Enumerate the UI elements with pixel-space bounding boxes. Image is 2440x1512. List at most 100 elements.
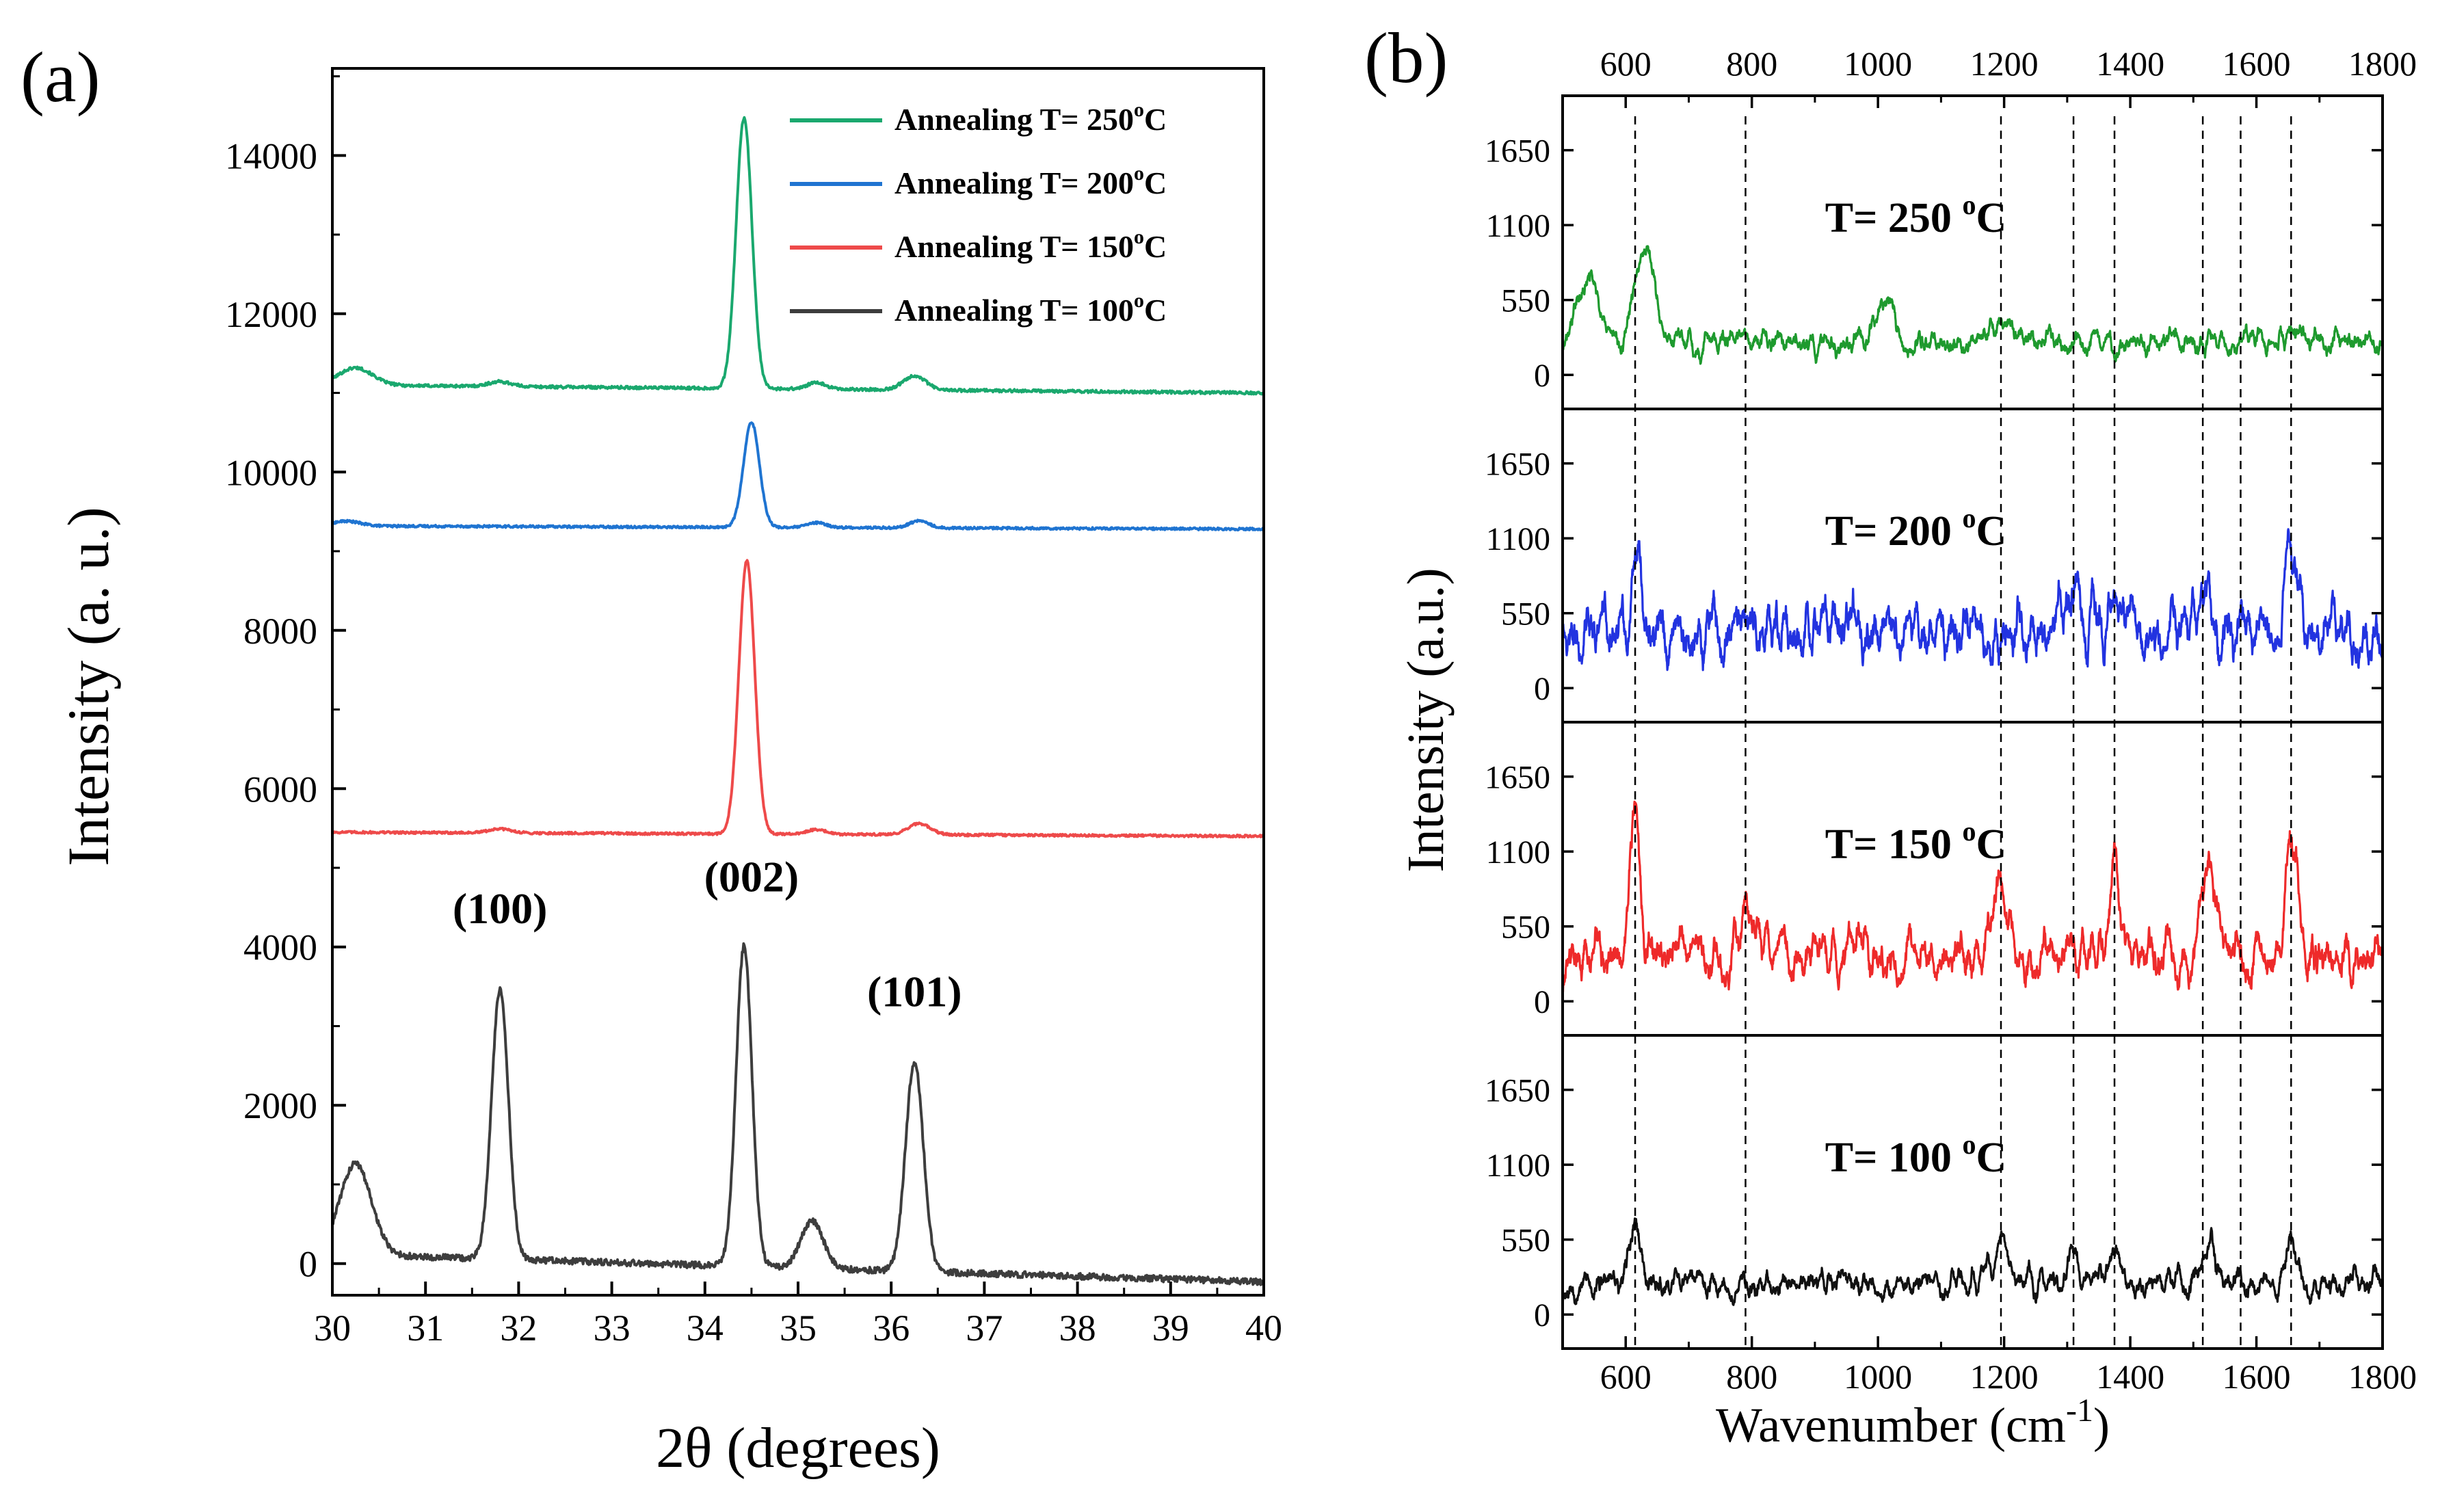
raman-top-tick-label: 1200	[1970, 44, 2039, 83]
raman-y-tick-label: 1100	[1486, 834, 1550, 871]
raman-y-tick-label: 0	[1534, 1297, 1550, 1334]
raman-label-unit: C	[1976, 1135, 2006, 1181]
raman-top-tick-label: 1400	[2096, 44, 2164, 83]
raman-label-sup: o	[1962, 1129, 1976, 1160]
legend-unit: C	[1144, 102, 1167, 137]
peak-annotation: (101)	[867, 968, 962, 1016]
legend-label-text: Annealing T= 100	[894, 293, 1134, 328]
legend-degree-sup: o	[1134, 226, 1144, 248]
xrd-panel: (a) 30 31 32 33 34 35 36 37 38 39 40 0 2000 4000 6000 8…	[21, 37, 1282, 1480]
legend-unit: C	[1144, 293, 1167, 328]
xrd-x-tick-label: 34	[687, 1308, 724, 1349]
xrd-y-tick-label: 4000	[243, 927, 317, 968]
xrd-y-tick-label: 6000	[243, 769, 317, 810]
raman-x-tick-label: 1800	[2348, 1357, 2417, 1396]
xrd-x-tick-label: 40	[1245, 1308, 1282, 1349]
raman-panel-label-3: T= 150 oC	[1825, 816, 2006, 868]
raman-line-1	[1561, 245, 2384, 365]
raman-top-tick-label: 800	[1726, 44, 1777, 83]
xrd-series-group	[331, 116, 1265, 1286]
raman-panel: (b) T= 250 oCT= 200 oCT= 150 oCT= 100 oC…	[1364, 18, 2417, 1453]
raman-x-axis-label-end: )	[2093, 1398, 2110, 1453]
raman-label-unit: C	[1976, 821, 2006, 868]
raman-y-axis-label: Intensity (a.u.)	[1397, 568, 1455, 872]
xrd-line-4	[331, 942, 1264, 1286]
panel-b-label: (b)	[1364, 18, 1448, 98]
legend-label-text: Annealing T= 200	[894, 165, 1134, 200]
xrd-y-tick-label: 14000	[225, 135, 317, 176]
xrd-y-tick-label: 12000	[225, 294, 317, 335]
raman-x-axis-label: Wavenumber (cm-1)	[1716, 1392, 2110, 1453]
raman-y-tick-label: 550	[1501, 283, 1550, 319]
raman-panel-label-4: T= 100 oC	[1825, 1129, 2006, 1181]
raman-top-tick-label: 1000	[1844, 44, 1912, 83]
peak-annotation: (002)	[704, 853, 799, 901]
legend-unit: C	[1144, 229, 1167, 264]
xrd-x-tick-label: 35	[780, 1308, 817, 1349]
xrd-x-tick-label: 38	[1059, 1308, 1096, 1349]
xrd-x-tick-label: 31	[407, 1308, 444, 1349]
xrd-x-tick-label: 32	[500, 1308, 537, 1349]
raman-y-tick-label: 1650	[1485, 1073, 1550, 1109]
raman-y-tick-label: 1650	[1485, 447, 1550, 483]
xrd-x-tick-label: 39	[1152, 1308, 1189, 1349]
raman-subpanel-frame	[1561, 721, 2384, 1037]
raman-subpanel-frame	[1561, 94, 2384, 410]
raman-label-text: T= 250	[1825, 195, 1963, 241]
xrd-line-3	[331, 559, 1265, 839]
raman-y-tick-label: 1650	[1485, 760, 1550, 796]
raman-y-tick-label: 0	[1534, 984, 1550, 1020]
legend-unit: C	[1144, 165, 1167, 200]
legend-degree-sup: o	[1134, 289, 1144, 312]
xrd-x-tick-label: 36	[873, 1308, 910, 1349]
xrd-y-axis-label: Intensity (a. u.)	[55, 507, 121, 866]
legend-label-2: Annealing T= 200oC	[894, 162, 1167, 200]
xrd-x-tick-label: 37	[966, 1308, 1003, 1349]
raman-x-axis-label-sup: -1	[2066, 1392, 2093, 1429]
xrd-y-tick-label: 2000	[243, 1085, 317, 1126]
peak-annotation: (100)	[453, 884, 548, 933]
raman-x-tick-label: 1200	[1970, 1357, 2039, 1396]
raman-y-tick-label: 1650	[1485, 133, 1550, 170]
raman-line-4	[1561, 1217, 2384, 1306]
raman-subpanels: T= 250 oCT= 200 oCT= 150 oCT= 100 oC	[1561, 94, 2384, 1350]
raman-x-tick-label: 1400	[2096, 1357, 2164, 1396]
legend-degree-sup: o	[1134, 98, 1144, 121]
xrd-x-tick-label: 33	[594, 1308, 631, 1349]
legend-label-1: Annealing T= 250oC	[894, 98, 1167, 137]
xrd-annotations: (100) (002) (101)	[453, 853, 962, 1016]
raman-x-tick-label: 600	[1600, 1357, 1652, 1396]
raman-subpanel-frame	[1561, 408, 2384, 724]
raman-panel-label-1: T= 250 oC	[1825, 189, 2006, 241]
raman-ticks: 0 550 1100 1650 0 550 1100 1650 0 550 1100 1650 0 550…	[1485, 44, 2417, 1396]
xrd-x-axis-label: 2θ (degrees)	[656, 1416, 940, 1480]
raman-top-tick-label: 600	[1600, 44, 1652, 83]
raman-top-tick-label: 1800	[2348, 44, 2417, 83]
raman-subpanel-frame	[1561, 1034, 2384, 1350]
raman-label-text: T= 100	[1825, 1135, 1963, 1181]
xrd-y-tick-label: 8000	[243, 611, 317, 652]
xrd-line-1	[331, 116, 1265, 396]
raman-y-tick-label: 1100	[1486, 521, 1550, 557]
raman-label-unit: C	[1976, 508, 2006, 555]
raman-y-tick-label: 550	[1501, 1223, 1550, 1259]
raman-x-tick-label: 1000	[1844, 1357, 1912, 1396]
raman-y-tick-label: 1100	[1486, 1148, 1550, 1184]
raman-line-2	[1561, 528, 2384, 672]
raman-x-tick-label: 800	[1726, 1357, 1777, 1396]
legend-label-4: Annealing T= 100oC	[894, 289, 1167, 328]
xrd-ticks: 30 31 32 33 34 35 36 37 38 39 40 0 2000 4000 6000 8000 1…	[225, 75, 1282, 1349]
raman-label-unit: C	[1976, 195, 2006, 241]
raman-label-sup: o	[1962, 816, 1976, 847]
raman-label-text: T= 150	[1825, 821, 1963, 868]
raman-label-sup: o	[1962, 189, 1976, 220]
xrd-x-tick-label: 30	[314, 1308, 351, 1349]
raman-panel-label-2: T= 200 oC	[1825, 503, 2006, 555]
xrd-y-tick-label: 10000	[225, 452, 317, 493]
raman-y-tick-label: 1100	[1486, 208, 1550, 244]
raman-y-tick-label: 550	[1501, 910, 1550, 946]
raman-label-sup: o	[1962, 503, 1976, 533]
raman-dashed-lines	[1634, 116, 2292, 1349]
